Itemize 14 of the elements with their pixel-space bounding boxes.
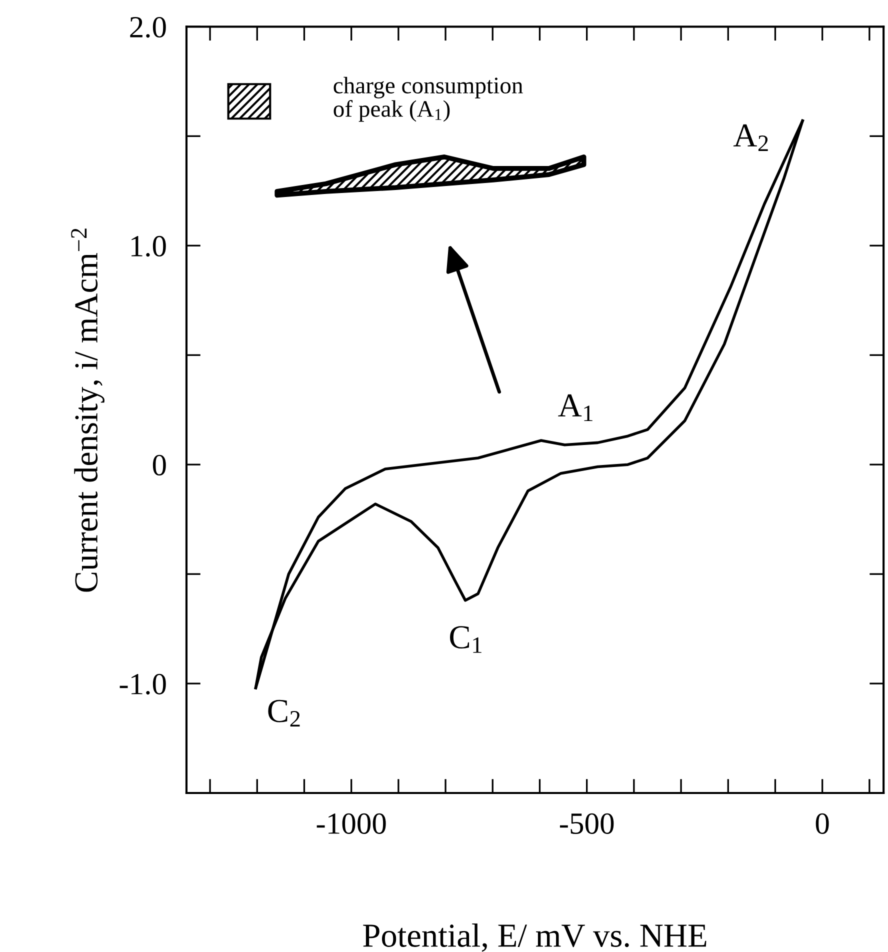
y-axis-title: Current density, i/ mAcm$^{−2}$ (71, 228, 104, 592)
y-tick-label: 1.0 (132, 236, 166, 257)
annotation: C$_{2}$ (268, 700, 300, 726)
y-tick-label: 2.0 (130, 16, 166, 38)
annotation: A$_{2}$ (733, 124, 768, 151)
y-tick-label: -1.0 (120, 674, 166, 695)
annotation: charge consumption of peak (A$_{1}$) (334, 76, 523, 122)
annotation: C$_{1}$ (450, 626, 482, 653)
x-tick-label: 0 (816, 813, 829, 834)
x-tick-label: -500 (560, 813, 614, 834)
x-axis-title: Potential, E/ mV vs. NHE (363, 924, 706, 952)
annotation: A$_{1}$ (558, 394, 592, 421)
y-tick-label: 0 (152, 454, 166, 476)
x-tick-label: -1000 (316, 813, 386, 834)
